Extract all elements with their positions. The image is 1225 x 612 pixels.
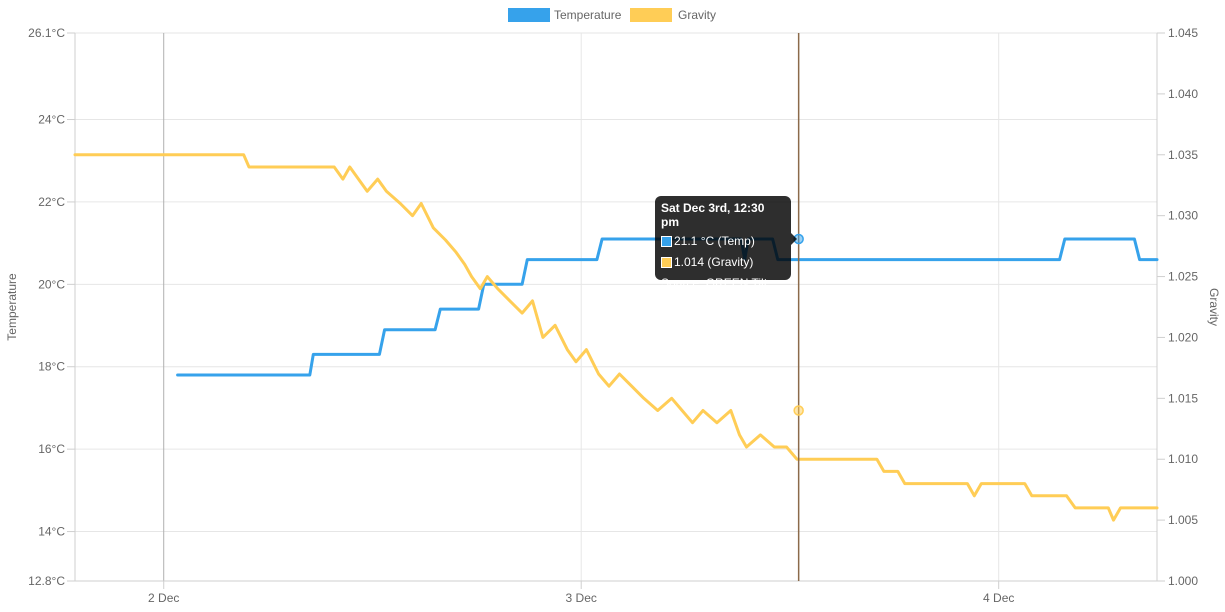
temperature-tick-label: 22°C [38, 195, 65, 209]
temperature-tick-label: 24°C [38, 113, 65, 127]
x-tick-label: 3 Dec [566, 591, 597, 605]
temperature-axis-title: Temperature [5, 273, 19, 341]
x-tick-label: 4 Dec [983, 591, 1014, 605]
temperature-tick-label: 14°C [38, 525, 65, 539]
legend-temperature-swatch [508, 8, 550, 22]
gravity-tick-label: 1.015 [1168, 391, 1198, 405]
legend-temperature-label: Temperature [554, 8, 622, 22]
temperature-swatch-icon [661, 235, 672, 247]
gravity-series-line [73, 153, 1159, 522]
temperature-series-line [176, 237, 1159, 377]
grid-layer [75, 32, 1157, 582]
x-tick-label: 2 Dec [148, 591, 179, 605]
gravity-tick-label: 1.035 [1168, 148, 1198, 162]
gravity-tick-label: 1.030 [1168, 209, 1198, 223]
temperature-tick-label: 16°C [38, 442, 65, 456]
gravity-tick-label: 1.040 [1168, 87, 1198, 101]
tooltip-title: Sat Dec 3rd, 12:30 pm [661, 201, 765, 229]
gravity-hover-point [793, 405, 804, 416]
gravity-tick-label: 1.020 [1168, 330, 1198, 344]
series-layer [73, 153, 1159, 522]
gravity-swatch-icon [661, 256, 672, 268]
gravity-tick-label: 1.005 [1168, 513, 1198, 527]
gravity-tick-label: 1.025 [1168, 270, 1198, 284]
gravity-axis-title: Gravity [1207, 288, 1221, 326]
tooltip-footer: Source: GREEN Tilt [661, 276, 768, 290]
temperature-tick-label: 26.1°C [28, 26, 65, 40]
chart-tooltip: Sat Dec 3rd, 12:30 pm 21.1 °C (Temp) 1.0… [655, 196, 791, 290]
tooltip-row-gravity: 1.014 (Gravity) [661, 255, 785, 269]
tooltip-row-temperature: 21.1 °C (Temp) [661, 234, 785, 248]
gravity-tick-label: 1.045 [1168, 26, 1198, 40]
gravity-tick-label: 1.010 [1168, 452, 1198, 466]
temperature-tick-label: 20°C [38, 277, 65, 291]
legend-gravity-label: Gravity [678, 8, 716, 22]
temperature-tick-label: 12.8°C [28, 574, 65, 588]
tooltip-pointer [791, 233, 797, 245]
gravity-tick-label: 1.000 [1168, 574, 1198, 588]
hover-layer [791, 33, 804, 581]
legend-gravity-swatch [630, 8, 672, 22]
tooltip-temperature-value: 21.1 °C (Temp) [674, 234, 755, 248]
axis-layer: 12.8°C 14°C 16°C 18°C 20°C 22°C 24°C 26.1°C 1.00… [5, 26, 1221, 605]
legend-layer: Temperature Gravity [508, 8, 716, 22]
tooltip-gravity-value: 1.014 (Gravity) [674, 255, 754, 269]
temperature-tick-label: 18°C [38, 360, 65, 374]
